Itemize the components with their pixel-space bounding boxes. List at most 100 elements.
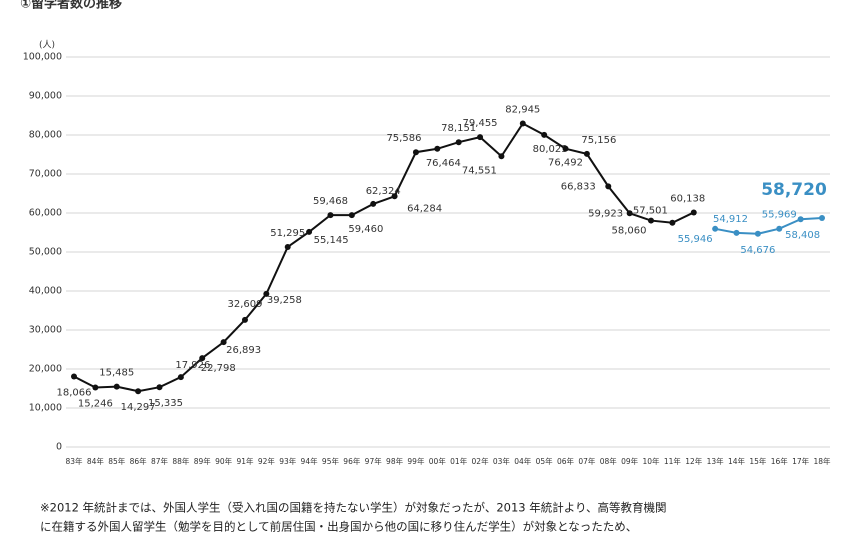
data-label: 76,492	[548, 158, 583, 169]
data-point	[819, 214, 825, 221]
x-tick-label: 90年	[215, 456, 233, 466]
x-tick-label: 13年	[707, 456, 725, 466]
data-point	[797, 216, 804, 223]
data-label: 75,586	[386, 133, 421, 144]
data-point	[477, 134, 484, 141]
data-label: 58,408	[785, 230, 820, 241]
data-point	[626, 210, 633, 217]
data-point	[348, 212, 355, 219]
data-point	[712, 225, 719, 232]
x-tick-label: 15年	[749, 456, 767, 466]
x-tick-label: 16年	[771, 456, 789, 466]
data-point	[177, 374, 184, 381]
data-point	[412, 149, 419, 156]
data-label: 17,926	[175, 360, 210, 371]
x-tick-label: 05年	[536, 456, 554, 466]
x-tick-label: 12年	[685, 456, 703, 466]
data-label: 60,138	[670, 193, 705, 204]
x-tick-label: 97年	[365, 456, 383, 466]
x-tick-label: 83年	[65, 456, 83, 466]
x-tick-label: 09年	[621, 456, 639, 466]
data-label: 78,151	[441, 123, 476, 134]
data-point	[690, 209, 697, 216]
data-point	[562, 145, 569, 152]
data-point	[199, 355, 206, 362]
data-label: 15,485	[99, 368, 134, 379]
x-tick-label: 95年	[322, 456, 340, 466]
x-tick-label: 98年	[386, 456, 404, 466]
data-point	[583, 150, 590, 157]
data-label: 15,246	[78, 399, 113, 410]
data-point	[519, 120, 526, 127]
x-tick-label: 93年	[279, 456, 297, 466]
data-point	[113, 383, 120, 390]
data-label: 39,258	[267, 295, 302, 306]
x-tick-label: 17年	[792, 456, 810, 466]
data-label: 64,284	[407, 203, 442, 214]
x-tick-label: 10年	[643, 456, 661, 466]
data-label: 32,609	[227, 299, 262, 310]
data-label: 66,833	[561, 181, 596, 192]
x-tick-label: 96年	[343, 456, 361, 466]
data-label: 62,324	[366, 186, 401, 197]
data-label: 55,946	[678, 234, 713, 245]
data-label: 79,455	[463, 118, 498, 129]
data-point	[648, 217, 655, 224]
footnote: に在籍する外国人留学生（勉学を目的として前居住国・出身国から他の国に移り住んだ学…	[40, 520, 637, 534]
data-point	[135, 388, 142, 395]
x-tick-label: 01年	[450, 456, 468, 466]
data-point	[241, 316, 248, 323]
data-label: 59,460	[348, 224, 383, 235]
y-tick-label: 50,000	[29, 247, 62, 258]
x-tick-label: 11年	[664, 456, 682, 466]
data-point	[541, 131, 548, 138]
x-tick-label: 06年	[557, 456, 575, 466]
data-label: 76,464	[426, 158, 461, 169]
data-point	[669, 219, 676, 226]
data-label: 82,945	[505, 105, 540, 116]
x-tick-label: 87年	[151, 456, 169, 466]
data-label: 26,893	[226, 345, 261, 356]
x-tick-label: 91年	[236, 456, 254, 466]
y-tick-label: 60,000	[29, 208, 62, 219]
data-label: 14,297	[121, 402, 156, 413]
y-tick-label: 70,000	[29, 169, 62, 180]
x-tick-label: 88年	[172, 456, 190, 466]
y-tick-label: 90,000	[29, 91, 62, 102]
data-point	[370, 200, 377, 207]
data-point	[284, 243, 291, 250]
footnote: ※2012 年統計までは、外国人学生（受入れ国の国籍を持たない学生）が対象だった…	[40, 501, 667, 515]
y-tick-label: 100,000	[23, 52, 62, 63]
series-line	[73, 122, 695, 393]
data-point	[220, 339, 227, 346]
data-label: 55,145	[314, 235, 349, 246]
data-label: 59,468	[313, 196, 348, 207]
data-point	[391, 193, 398, 200]
data-point	[71, 373, 77, 380]
series-line	[714, 216, 823, 235]
x-tick-label: 02年	[472, 456, 490, 466]
data-label: 51,295	[270, 228, 305, 239]
data-label: 75,156	[581, 135, 616, 146]
x-tick-label: 92年	[258, 456, 276, 466]
data-point	[327, 212, 334, 219]
y-unit: (人)	[39, 40, 55, 51]
data-label: 54,912	[713, 214, 748, 225]
data-point	[263, 290, 270, 297]
data-label: 58,060	[612, 226, 647, 237]
data-point	[156, 384, 163, 391]
x-tick-label: 14年	[728, 456, 746, 466]
data-label: 54,676	[740, 245, 775, 256]
data-label: 59,923	[588, 208, 623, 219]
data-point	[733, 229, 740, 236]
data-point	[754, 230, 761, 237]
y-tick-label: 30,000	[29, 325, 62, 336]
x-tick-label: 84年	[87, 456, 105, 466]
x-tick-label: 86年	[130, 456, 148, 466]
data-label: 22,798	[201, 363, 236, 374]
data-point	[92, 384, 99, 391]
x-tick-label: 99年	[407, 456, 425, 466]
data-label: 58,720	[761, 180, 827, 200]
x-tick-label: 18年	[813, 456, 831, 466]
